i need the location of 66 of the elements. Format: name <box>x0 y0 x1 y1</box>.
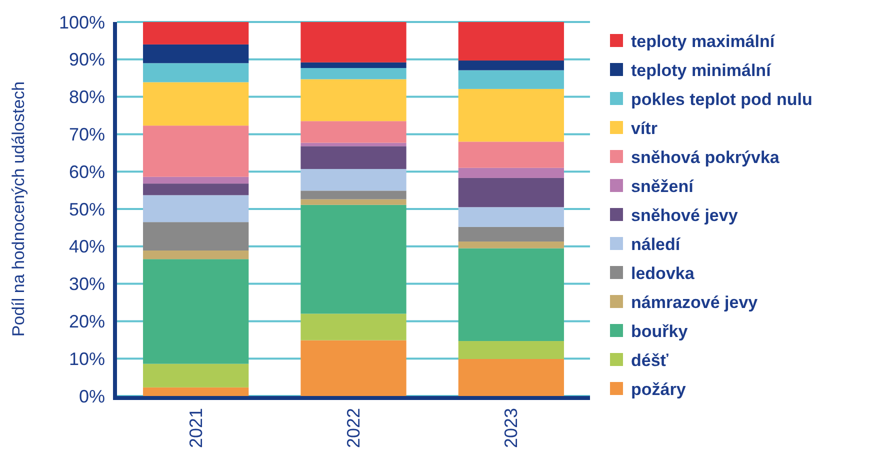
y-tick-label: 10% <box>68 348 105 369</box>
y-tick-label: 70% <box>68 124 105 144</box>
legend-label: náledí <box>631 234 682 254</box>
legend-label: pokles teplot pod nulu <box>631 90 812 109</box>
bar <box>458 358 564 396</box>
bar <box>143 259 249 364</box>
bar <box>300 68 406 80</box>
bar <box>458 70 564 89</box>
legend-label: námrazové jevy <box>631 292 758 312</box>
bar <box>458 60 564 70</box>
legend-label: déšť <box>631 350 670 370</box>
bar <box>143 82 249 126</box>
bar <box>458 207 564 227</box>
y-tick-label: 100% <box>58 12 105 32</box>
legend-label: ledovka <box>631 264 695 283</box>
bar <box>458 88 564 142</box>
legend-label: sněhová pokrývka <box>631 148 780 167</box>
legend-label: sněhové jevy <box>631 206 738 225</box>
bar <box>143 387 249 396</box>
bar <box>143 63 249 82</box>
y-tick-label: 50% <box>68 199 105 220</box>
bar <box>143 222 249 251</box>
bar <box>458 142 564 168</box>
bar <box>143 44 249 64</box>
bar <box>458 341 564 359</box>
bar <box>143 250 249 260</box>
bar <box>300 314 406 340</box>
legend-label: sněžení <box>631 176 695 196</box>
bar <box>143 184 249 196</box>
bar <box>300 190 406 200</box>
bar <box>458 242 564 248</box>
bar <box>458 22 564 61</box>
y-axis-title: Podíl na hodnocených událostech <box>9 81 28 337</box>
bar <box>143 364 249 388</box>
legend-label: požáry <box>631 380 686 399</box>
y-tick-label: 30% <box>68 274 105 294</box>
y-tick-label: 0% <box>78 386 105 406</box>
bar <box>143 195 249 222</box>
y-tick-label: 80% <box>68 87 105 108</box>
legend-label: vítr <box>631 118 658 138</box>
bar <box>143 176 249 184</box>
bar <box>300 168 406 191</box>
x-tick-label: 2022 <box>344 408 364 448</box>
bar <box>458 226 564 242</box>
bar <box>300 146 406 169</box>
bar <box>300 199 406 205</box>
bar <box>300 62 406 68</box>
y-tick-label: 40% <box>68 236 105 257</box>
legend-label: bouřky <box>631 322 688 341</box>
y-tick-label: 20% <box>68 312 105 332</box>
x-tick-label: 2021 <box>186 408 206 448</box>
bar <box>300 340 406 396</box>
bar <box>300 204 406 314</box>
bar <box>458 178 564 208</box>
legend-label: teploty minimální <box>631 60 772 80</box>
bar <box>300 79 406 122</box>
bar <box>458 168 564 178</box>
bar <box>143 126 249 177</box>
bar <box>300 22 406 62</box>
y-tick-label: 90% <box>68 50 105 70</box>
bar <box>458 248 564 342</box>
x-tick-label: 2023 <box>501 408 522 448</box>
bar <box>143 22 249 44</box>
legend-label: teploty maximální <box>631 32 776 51</box>
y-tick-label: 60% <box>68 162 105 182</box>
bar <box>300 121 406 143</box>
